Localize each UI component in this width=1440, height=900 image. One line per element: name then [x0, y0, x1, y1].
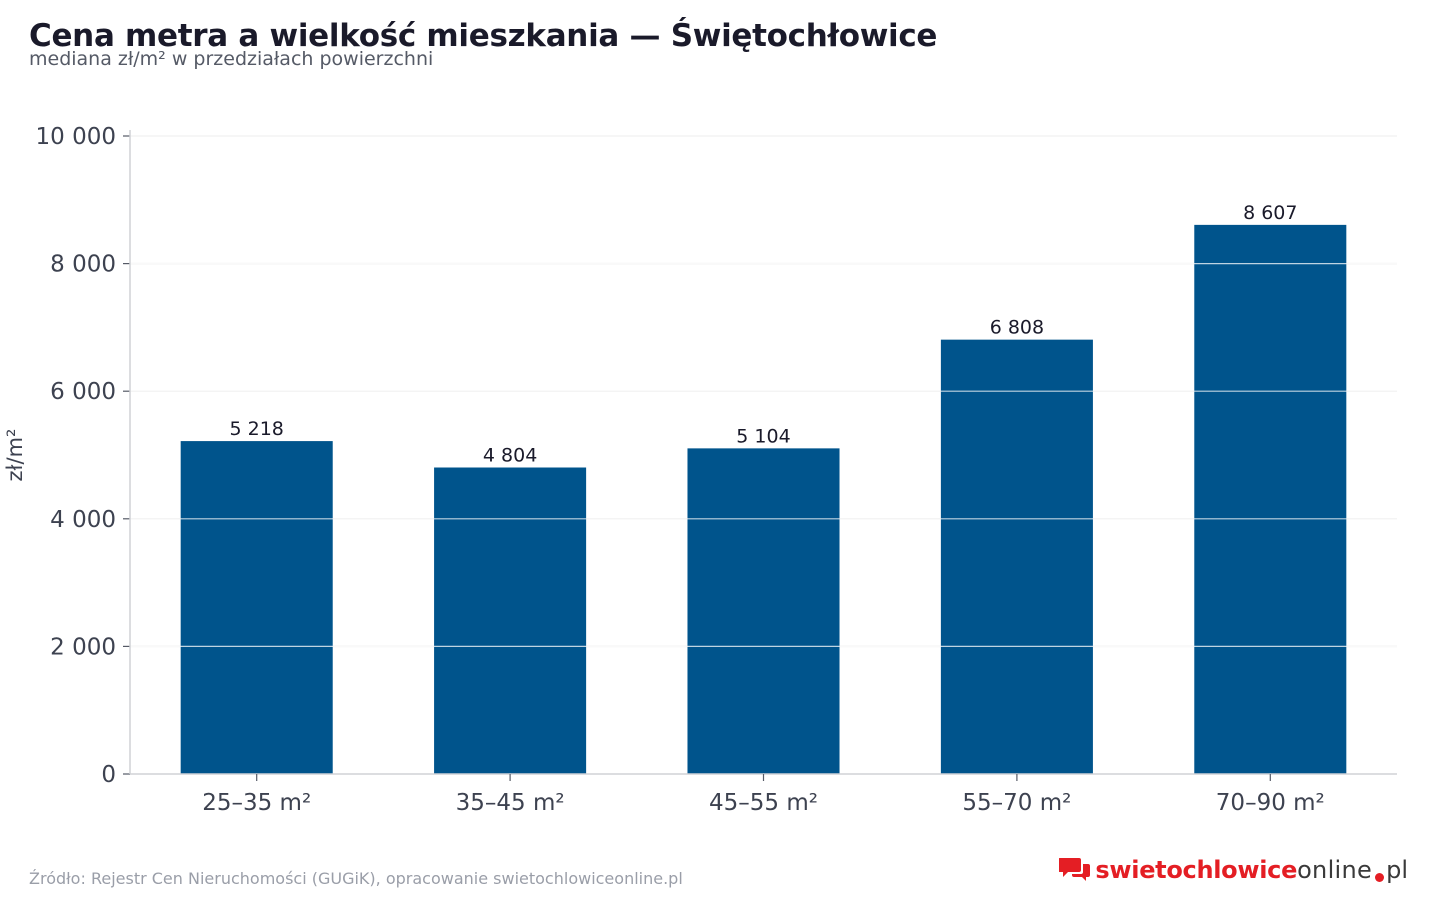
y-tick-label: 6 000: [50, 379, 116, 405]
brand-tld: pl: [1386, 856, 1408, 884]
x-tick-label: 35–45 m²: [456, 790, 565, 816]
chart-subtitle: mediana zł/m² w przedziałach powierzchni: [29, 48, 434, 70]
x-tick-label: 70–90 m²: [1216, 790, 1325, 816]
source-note: Źródło: Rejestr Cen Nieruchomości (GUGiK…: [29, 869, 683, 888]
y-axis-label: zł/m²: [3, 429, 27, 482]
bar: [180, 441, 333, 774]
bar-value-label: 6 808: [990, 317, 1044, 339]
y-tick-label: 8 000: [50, 252, 116, 278]
brand-name: swietochlowice: [1095, 856, 1298, 884]
x-tick-label: 55–70 m²: [962, 790, 1071, 816]
bars: [130, 135, 1397, 774]
y-tick-label: 4 000: [50, 507, 116, 533]
bar-value-label: 5 104: [736, 425, 790, 447]
brand-dot: [1375, 872, 1385, 882]
speech-bubbles-icon: [1058, 856, 1091, 884]
bar: [687, 448, 840, 774]
x-tick-label: 45–55 m²: [709, 790, 818, 816]
bar-value-label: 8 607: [1243, 202, 1297, 224]
data-labels: 5 218 4 804 5 104 6 808 8 607: [229, 202, 1297, 467]
axes: 0 2 000 4 000 6 000 8 000 10 000 25–35 m² 35–45…: [3, 124, 1397, 816]
x-tick-label: 25–35 m²: [202, 790, 311, 816]
bar: [1194, 224, 1347, 774]
bar: [940, 339, 1093, 774]
y-tick-label: 10 000: [36, 124, 116, 150]
brand-logo: swietochlowice online pl: [1058, 853, 1408, 887]
y-tick-label: 0: [101, 762, 116, 788]
bar-value-label: 5 218: [229, 418, 283, 440]
chart-title: Cena metra a wielkość mieszkania — Święt…: [29, 18, 938, 54]
brand-online: online: [1297, 856, 1373, 884]
y-tick-label: 2 000: [50, 634, 116, 660]
bar-chart: 0 2 000 4 000 6 000 8 000 10 000 25–35 m² 35–45…: [3, 124, 1397, 816]
bar-value-label: 4 804: [483, 445, 537, 467]
bar: [434, 467, 587, 774]
